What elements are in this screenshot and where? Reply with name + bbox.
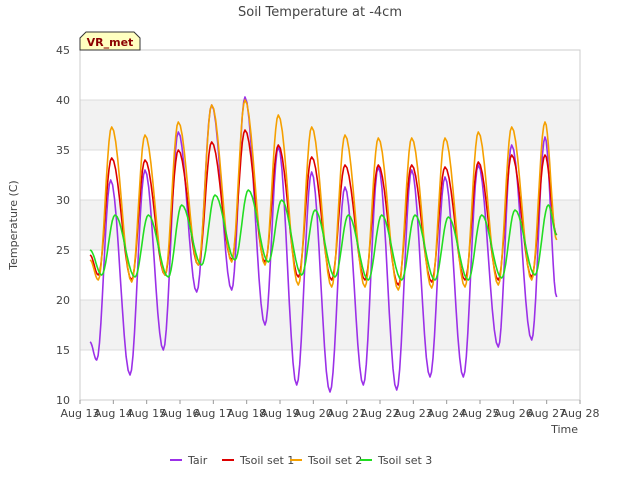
- y-tick-label: 40: [56, 94, 70, 107]
- grid-band: [80, 200, 580, 250]
- series-layer: [89, 96, 558, 393]
- x-tick-label: Aug 19: [261, 407, 300, 420]
- y-tick-label: 35: [56, 144, 70, 157]
- plot-background: [80, 50, 580, 400]
- plot-frame: [79, 49, 581, 401]
- y-tick-label: 30: [56, 194, 70, 207]
- badge-label: VR_met: [87, 36, 134, 49]
- x-tick-label: Aug 15: [127, 407, 166, 420]
- legend-label: Tair: [187, 454, 208, 467]
- series-line-tsoil-set-3: [89, 189, 558, 281]
- grid-band: [80, 100, 580, 150]
- y-tick-labels: 10 15 20 25 30 35 40 45: [56, 44, 70, 407]
- y-axis-label: Temperature (C): [7, 180, 20, 270]
- x-tick-label: Aug 24: [427, 407, 466, 420]
- x-tick-label: Aug 18: [227, 407, 266, 420]
- x-tick-label: Aug 14: [94, 407, 133, 420]
- x-tick-label: Aug 16: [161, 407, 200, 420]
- series-line-tair: [89, 96, 558, 393]
- x-tick-label: Aug 23: [394, 407, 433, 420]
- legend-label: Tsoil set 2: [307, 454, 362, 467]
- y-tick-label: 20: [56, 294, 70, 307]
- chart-title: Soil Temperature at -4cm: [238, 5, 402, 20]
- x-tick-label: Aug 21: [327, 407, 366, 420]
- vr-met-badge: VR_met: [79, 31, 141, 51]
- x-tick-label: Aug 28: [561, 407, 600, 420]
- legend-label: Tsoil set 1: [239, 454, 294, 467]
- y-tick-label: 25: [56, 244, 70, 257]
- x-tick-label: Aug 17: [194, 407, 233, 420]
- x-tick-label: Aug 13: [61, 407, 100, 420]
- badge-shape: [79, 31, 141, 51]
- series-line-tsoil-set-2: [89, 99, 558, 291]
- legend-label: Tsoil set 3: [377, 454, 432, 467]
- grid-band: [80, 300, 580, 350]
- x-tick-label: Aug 26: [494, 407, 533, 420]
- x-tick-label: Aug 20: [294, 407, 333, 420]
- y-tick-label: 45: [56, 44, 70, 57]
- y-tick-label: 15: [56, 344, 70, 357]
- x-tick-label: Aug 22: [361, 407, 400, 420]
- x-tick-label: Aug 27: [527, 407, 566, 420]
- x-tick-label: Aug 25: [461, 407, 500, 420]
- y-tick-label: 10: [56, 394, 70, 407]
- legend: Tair Tsoil set 1 Tsoil set 2 Tsoil set 3: [170, 454, 432, 467]
- x-axis-label: Time: [550, 423, 578, 436]
